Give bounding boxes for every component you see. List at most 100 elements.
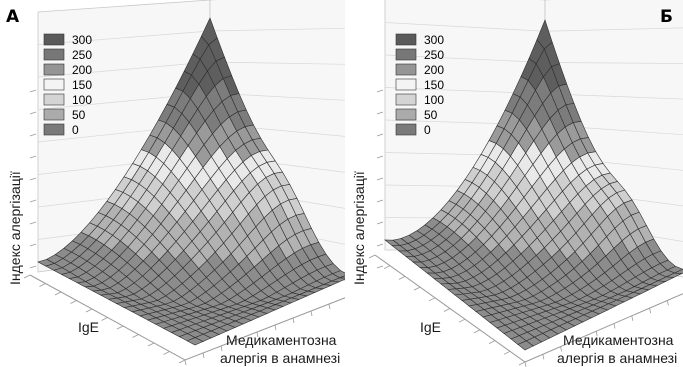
axis-tick	[376, 221, 384, 225]
axis-tick	[238, 338, 241, 345]
legend-swatch	[43, 33, 65, 46]
axis-tick	[220, 345, 223, 352]
axis-label-y: Індекс алергізації	[7, 171, 23, 285]
axis-tick	[376, 155, 384, 159]
legend-label: 100	[424, 93, 444, 107]
wall-gridline	[209, 61, 345, 65]
legend-label: 200	[72, 63, 92, 77]
axis-tick	[292, 317, 295, 324]
axis-tick	[376, 177, 384, 181]
axis-tick	[503, 350, 511, 355]
legend-swatch	[395, 93, 417, 106]
legend-label: 0	[72, 123, 79, 137]
axis-tick	[376, 265, 384, 269]
axis-label-y: Індекс алергізації	[351, 171, 367, 285]
axis-tick	[184, 359, 187, 366]
legend-label: 50	[72, 108, 86, 122]
axis-tick	[443, 308, 451, 312]
axis-tick	[667, 300, 669, 306]
panel-a: 300 250 200 150 100 50 0 А Індекс алергізації IgE…	[6, 0, 345, 366]
legend-swatch	[395, 78, 417, 91]
axis-label-z-line2: алергія в анамнезі	[557, 350, 677, 366]
legend-swatch	[43, 63, 65, 76]
axis-tick	[39, 283, 46, 287]
wall-gridline	[384, 22, 546, 32]
axis-tick	[132, 334, 139, 338]
axis-tick	[29, 199, 37, 203]
axis-tick	[613, 323, 616, 329]
legend-swatch	[43, 108, 65, 121]
surface	[384, 19, 683, 351]
panel-letter: Б	[660, 7, 673, 27]
legend-swatch	[43, 78, 65, 91]
axis-tick	[101, 317, 108, 321]
axis-tick	[488, 340, 496, 344]
axis-tick	[518, 361, 526, 366]
axis-tick	[398, 276, 406, 280]
legend-label: 150	[72, 78, 92, 92]
axis-tick	[631, 315, 634, 321]
legend-label: 300	[424, 33, 444, 47]
axis-tick	[147, 342, 155, 347]
surface-cell	[186, 337, 204, 346]
axis-tick	[29, 177, 37, 181]
legend-label: 300	[72, 33, 92, 47]
legend-swatch	[43, 123, 65, 136]
axis-label-x: IgE	[78, 319, 99, 335]
axis-tick	[413, 286, 421, 291]
axis-tick	[542, 354, 545, 360]
legend-label: 250	[72, 48, 92, 62]
axis-tick	[376, 199, 384, 203]
surface-cell	[339, 275, 345, 279]
legend-swatch	[395, 63, 417, 76]
legend-label: 200	[424, 63, 444, 77]
axis-tick	[29, 221, 37, 225]
legend-swatch	[395, 108, 417, 121]
legend-label: 250	[424, 48, 444, 62]
legend-label: 150	[424, 78, 444, 92]
axis-tick	[256, 331, 259, 338]
legend-swatch	[395, 123, 417, 136]
axis-tick	[649, 308, 651, 314]
surface-cell	[517, 340, 534, 351]
axis-tick	[310, 310, 313, 317]
axis-tick	[29, 133, 37, 137]
axis-tick	[328, 303, 331, 310]
axis-tick	[29, 265, 37, 269]
axis-tick	[383, 265, 391, 270]
axis-tick	[29, 243, 37, 247]
axis-tick	[70, 300, 77, 304]
axis-tick	[178, 359, 186, 364]
axis-tick	[202, 352, 205, 359]
wall-gridline	[209, 27, 345, 32]
axis-tick	[428, 297, 436, 302]
axis-tick	[376, 133, 384, 137]
axis-tick	[473, 329, 481, 334]
legend-swatch	[43, 48, 65, 61]
axis-tick	[163, 351, 170, 355]
axis-label-z-line2: алергія в анамнезі	[220, 350, 340, 366]
wall-gridline	[544, 93, 683, 100]
panel-letter: А	[6, 7, 20, 27]
wall-gridline	[37, 30, 211, 45]
surface	[37, 17, 345, 346]
axis-tick	[23, 274, 31, 279]
axis-tick	[376, 89, 384, 93]
axis-tick	[595, 331, 598, 337]
axis-label-z-line1: Медикаментозна	[226, 332, 337, 348]
axis-tick	[29, 111, 37, 115]
axis-label-x: IgE	[420, 319, 441, 335]
axis-tick	[560, 346, 562, 352]
wall-gridline	[37, 61, 211, 78]
legend-swatch	[43, 93, 65, 106]
wall-gridline	[544, 27, 683, 32]
legend-swatch	[395, 48, 417, 61]
panel-b: 300 250 200 150 100 50 0 Б Індекс алергізації IgE…	[345, 0, 683, 367]
axis-tick	[29, 89, 37, 93]
axis-tick	[368, 254, 376, 259]
axis-tick	[524, 361, 527, 367]
axis-tick	[458, 318, 466, 323]
axis-tick	[376, 111, 384, 115]
